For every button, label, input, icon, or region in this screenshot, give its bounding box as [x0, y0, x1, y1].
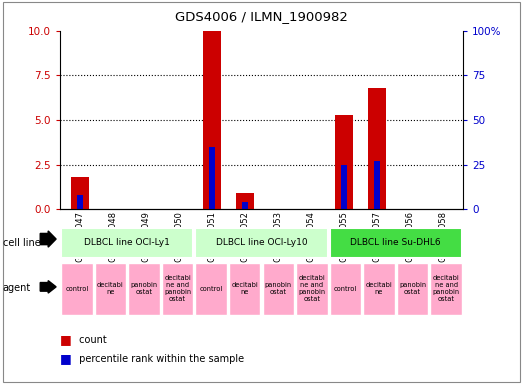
Text: decitabi
ne: decitabi ne: [366, 283, 392, 295]
Bar: [329, 228, 462, 258]
Text: count: count: [76, 335, 107, 345]
Bar: [430, 263, 462, 315]
FancyArrow shape: [40, 231, 56, 247]
Bar: [162, 263, 194, 315]
Text: control: control: [65, 286, 88, 292]
Text: decitabi
ne and
panobin
ostat: decitabi ne and panobin ostat: [433, 275, 460, 303]
Bar: [77, 195, 83, 209]
Bar: [196, 228, 327, 258]
Bar: [341, 165, 347, 209]
Bar: [61, 228, 194, 258]
Bar: [329, 263, 361, 315]
Text: panobin
ostat: panobin ostat: [130, 283, 157, 295]
Bar: [128, 263, 160, 315]
Text: control: control: [334, 286, 357, 292]
Text: panobin
ostat: panobin ostat: [399, 283, 426, 295]
Text: cell line: cell line: [3, 238, 40, 248]
Text: DLBCL line OCI-Ly1: DLBCL line OCI-Ly1: [84, 238, 170, 247]
Text: DLBCL line Su-DHL6: DLBCL line Su-DHL6: [350, 238, 441, 247]
Bar: [61, 263, 93, 315]
Text: decitabi
ne: decitabi ne: [231, 283, 258, 295]
Text: panobin
ostat: panobin ostat: [265, 283, 292, 295]
Bar: [368, 88, 386, 209]
Text: DLBCL line OCI-Ly10: DLBCL line OCI-Ly10: [215, 238, 308, 247]
Bar: [374, 161, 380, 209]
Bar: [209, 147, 215, 209]
Bar: [363, 263, 395, 315]
Bar: [196, 263, 227, 315]
Text: GDS4006 / ILMN_1900982: GDS4006 / ILMN_1900982: [175, 10, 348, 23]
Text: ■: ■: [60, 353, 72, 366]
Bar: [95, 263, 126, 315]
Bar: [229, 263, 260, 315]
Text: decitabi
ne and
panobin
ostat: decitabi ne and panobin ostat: [164, 275, 191, 303]
Bar: [71, 177, 89, 209]
Bar: [203, 31, 221, 209]
Text: decitabi
ne: decitabi ne: [97, 283, 124, 295]
Bar: [335, 115, 353, 209]
FancyArrow shape: [40, 281, 56, 293]
Text: ■: ■: [60, 333, 72, 346]
Bar: [242, 202, 248, 209]
Text: decitabi
ne and
panobin
ostat: decitabi ne and panobin ostat: [298, 275, 325, 303]
Bar: [236, 193, 254, 209]
Bar: [296, 263, 327, 315]
Text: percentile rank within the sample: percentile rank within the sample: [76, 354, 244, 364]
Text: agent: agent: [3, 283, 31, 293]
Bar: [263, 263, 294, 315]
Bar: [397, 263, 428, 315]
Text: control: control: [200, 286, 223, 292]
